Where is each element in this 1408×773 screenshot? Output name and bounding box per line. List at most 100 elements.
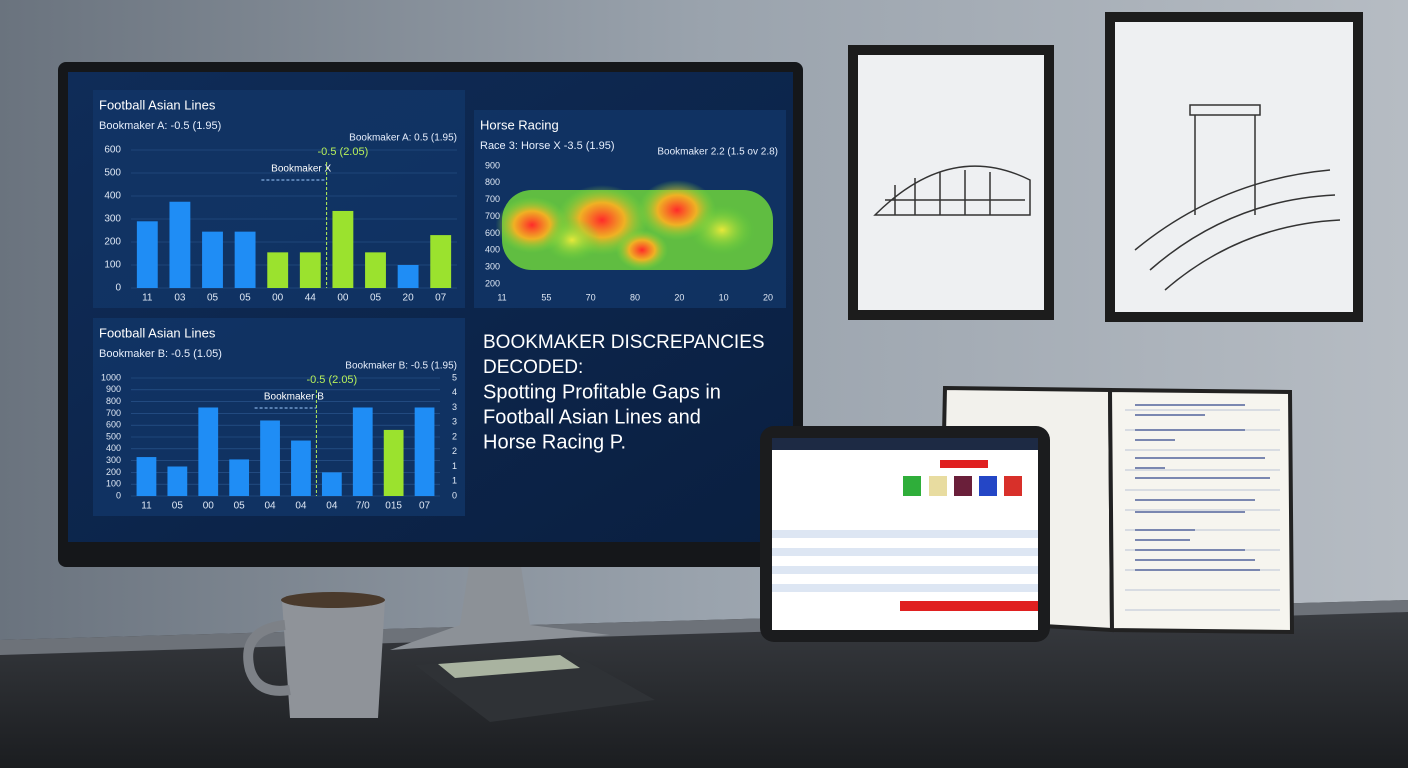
x-tick-label: 7/0: [356, 501, 370, 512]
x-tick-label: 05: [240, 293, 252, 304]
y-tick-label: 500: [104, 168, 121, 179]
panel-label: Bookmaker 2.2 (1.5 ov 2.8): [657, 147, 778, 158]
x-tick-label: 44: [305, 293, 317, 304]
y-tick-label: 900: [106, 384, 121, 394]
bar: [234, 231, 256, 288]
frame-art: [858, 55, 1044, 310]
y-tick-label: 700: [485, 211, 500, 221]
headline-line: DECODED:: [483, 357, 583, 378]
x-tick-label: 00: [203, 501, 215, 512]
y-tick-label: 200: [106, 467, 121, 477]
right-tick-label: 4: [452, 387, 457, 397]
mug: [282, 600, 385, 718]
dashboard: Football Asian Lines Bookmaker A: -0.5 (1…: [93, 90, 786, 516]
heat-spot: [543, 218, 601, 262]
x-tick-label: 05: [234, 501, 246, 512]
headline-line: Horse Racing P.: [483, 431, 626, 453]
y-tick-label: 600: [106, 420, 121, 430]
mug-handle: [243, 620, 291, 696]
headline-line: Spotting Profitable Gaps in: [483, 381, 721, 403]
bar: [169, 201, 191, 288]
y-tick-label: 400: [485, 245, 500, 255]
frame-art: [1115, 22, 1353, 312]
handwriting: [1135, 404, 1270, 571]
bar: [430, 235, 452, 288]
x-tick-label: 00: [272, 293, 284, 304]
bar: [332, 210, 354, 288]
panel-label: Bookmaker B: -0.5 (1.05): [99, 348, 222, 360]
panel-label: Race 3: Horse X -3.5 (1.95): [480, 140, 615, 152]
x-tick-label: 05: [172, 501, 184, 512]
y-tick-label: 900: [485, 160, 500, 170]
right-tick-label: 0: [452, 490, 457, 500]
track-sketch: [1134, 104, 1341, 291]
heatmap: [495, 180, 773, 270]
x-tick-label: 015: [385, 501, 402, 512]
bar: [365, 252, 386, 288]
heat-spot: [689, 205, 755, 255]
notebook-page: [1107, 387, 1295, 635]
x-tick-label: 20: [403, 293, 415, 304]
y-tick-label: 600: [104, 145, 121, 156]
y-tick-label: 500: [106, 431, 121, 441]
tablet-header: [772, 438, 1038, 450]
bar: [260, 420, 280, 496]
y-tick-label: 800: [485, 177, 500, 187]
bar: [136, 457, 157, 496]
right-tick-label: 1: [452, 461, 457, 471]
y-tick-label: 100: [104, 260, 121, 271]
heat-spot: [616, 230, 668, 270]
y-tick-label: 200: [485, 278, 500, 288]
right-tick-label: 1: [452, 476, 457, 486]
right-tick-label: 2: [452, 431, 457, 441]
headline-line: Football Asian Lines and: [483, 406, 701, 428]
bar: [198, 407, 219, 496]
bar: [291, 440, 311, 496]
calculator-display: [438, 655, 580, 678]
jerseys: [903, 476, 1022, 496]
right-tick-label: 3: [452, 417, 457, 427]
x-tick-label: 11: [497, 292, 506, 302]
headline: BOOKMAKER DISCREPANCIES DECODED: Spotting …: [483, 332, 765, 453]
bar: [397, 265, 419, 288]
bar: [352, 407, 373, 496]
bar: [267, 252, 289, 288]
bar: [299, 252, 321, 288]
x-tick-label: 11: [141, 501, 152, 512]
panel-label: Bookmaker A: 0.5 (1.95): [349, 133, 457, 144]
panel-title: Football Asian Lines: [99, 325, 216, 340]
tablet-rows: [772, 530, 1038, 592]
y-tick-label: 400: [104, 191, 121, 202]
bar: [202, 231, 223, 288]
tablet-tab: [940, 460, 988, 468]
tablet-highlight: [900, 601, 1038, 611]
x-tick-label: 55: [541, 292, 551, 302]
bar: [414, 407, 435, 496]
panel-title: Horse Racing: [480, 117, 559, 132]
y-tick-label: 0: [116, 490, 121, 500]
bar: [321, 472, 342, 496]
bar: [383, 429, 404, 496]
y-tick-label: 200: [104, 237, 121, 248]
right-tick-label: 2: [452, 446, 457, 456]
right-tick-label: 3: [452, 402, 457, 412]
x-tick-label: 80: [630, 292, 640, 302]
x-tick-label: 05: [370, 293, 382, 304]
x-tick-label: 07: [419, 501, 431, 512]
y-tick-label: 300: [485, 262, 500, 272]
stadium-sketch: [873, 165, 1031, 216]
right-tick-label: 5: [452, 372, 457, 382]
y-tick-label: 700: [106, 408, 121, 418]
annotation: Bookmaker X: [271, 164, 331, 175]
y-tick-label: 600: [485, 228, 500, 238]
annotation: -0.5 (2.05): [306, 374, 357, 386]
y-tick-label: 800: [106, 396, 121, 406]
bar: [136, 221, 158, 288]
y-tick-label: 400: [106, 443, 121, 453]
x-tick-label: 04: [295, 501, 307, 512]
x-tick-label: 10: [719, 292, 729, 302]
x-tick-label: 00: [337, 293, 349, 304]
monitor-stand: [390, 560, 610, 650]
x-tick-label: 11: [142, 293, 153, 304]
coffee: [281, 592, 385, 608]
